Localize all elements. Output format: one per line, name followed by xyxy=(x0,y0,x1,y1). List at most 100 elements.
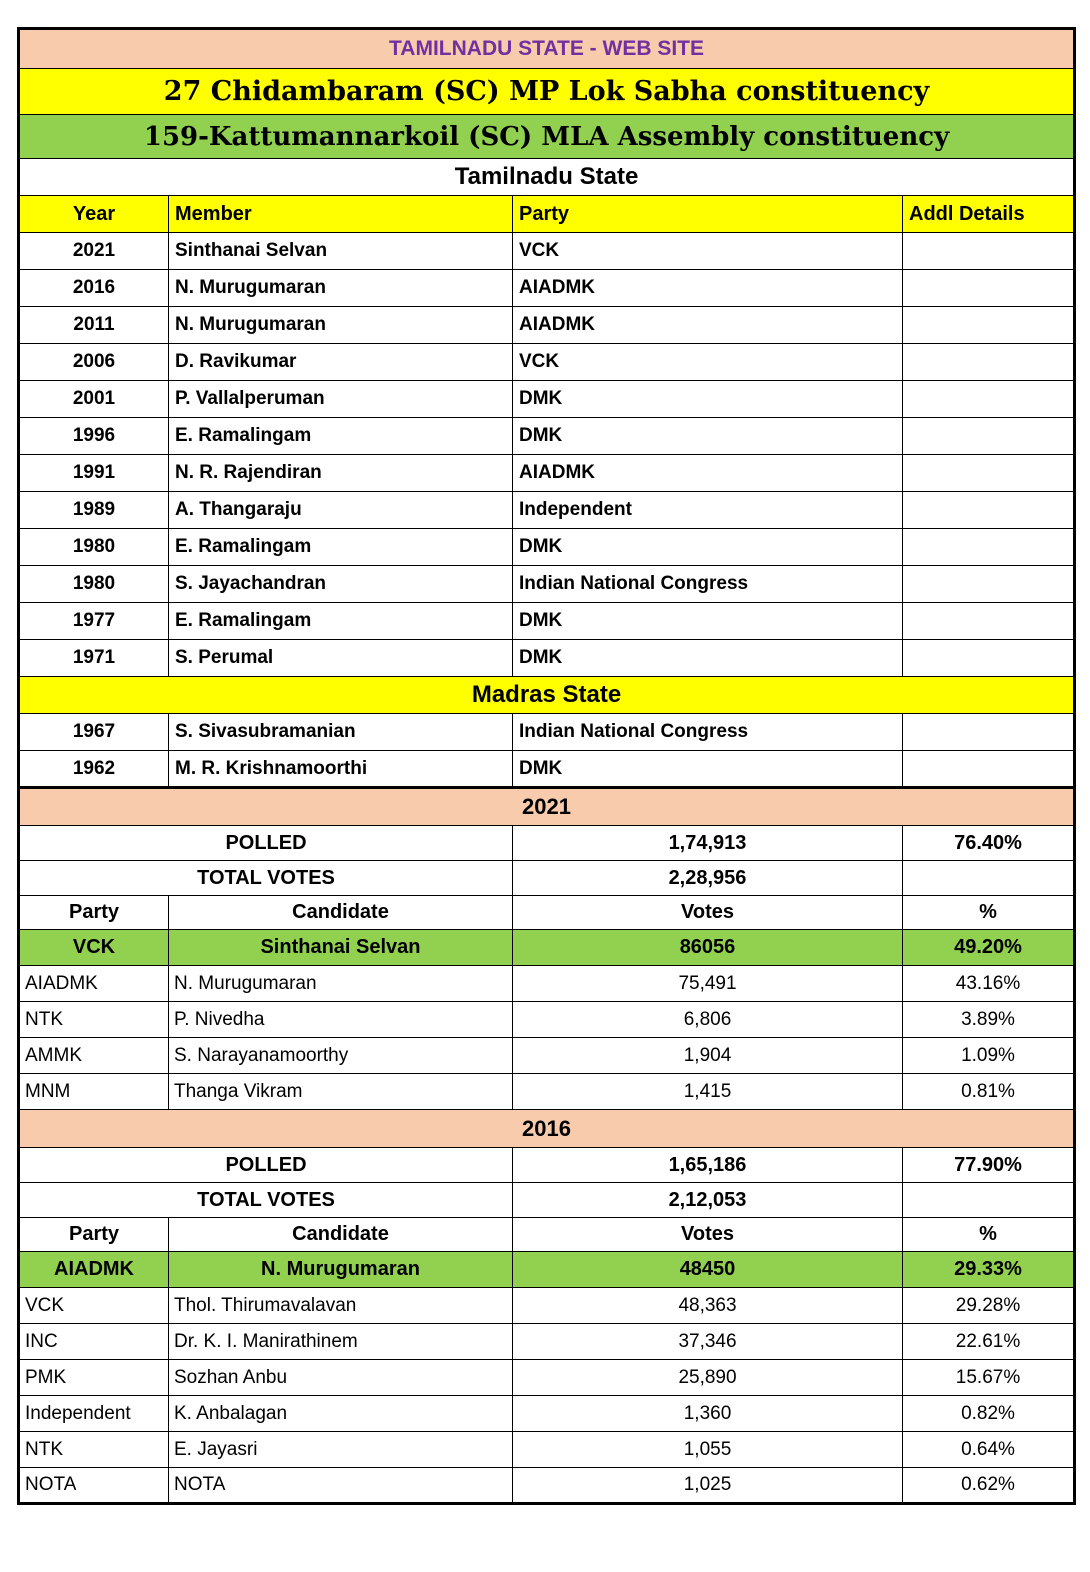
member-name: N. Murugumaran xyxy=(168,306,513,344)
candidate-votes: 1,025 xyxy=(512,1467,903,1504)
candidate-percent: 22.61% xyxy=(901,1323,1076,1360)
candidate-name: N. Murugumaran xyxy=(168,965,513,1002)
election-year-title: 2021 xyxy=(17,786,1076,826)
member-addl-cell xyxy=(901,380,1076,418)
candidate-votes: 1,360 xyxy=(512,1395,903,1432)
party-column-header: Party xyxy=(512,195,903,233)
member-name: S. Perumal xyxy=(168,639,513,677)
candidate-header: Candidate xyxy=(168,895,513,930)
party-header: Party xyxy=(18,1217,169,1252)
member-year: 1989 xyxy=(18,491,169,529)
candidate-party: MNM xyxy=(18,1073,169,1110)
winner-row: AIADMK N. Murugumaran 48450 29.33% xyxy=(18,1251,1076,1288)
member-addl-cell xyxy=(901,343,1076,381)
votes-header: Votes xyxy=(512,1217,903,1252)
winner-candidate: Sinthanai Selvan xyxy=(168,929,513,966)
winner-candidate: N. Murugumaran xyxy=(168,1251,513,1288)
member-party: VCK xyxy=(512,232,903,270)
polled-row: POLLED 1,65,186 77.90% xyxy=(18,1147,1076,1183)
member-row: 1989 A. Thangaraju Independent xyxy=(18,491,1076,529)
member-name: Sinthanai Selvan xyxy=(168,232,513,270)
winner-party: AIADMK xyxy=(18,1251,169,1288)
candidate-name: Sozhan Anbu xyxy=(168,1359,513,1396)
member-name: S. Sivasubramanian xyxy=(168,713,513,751)
candidate-party: AMMK xyxy=(18,1037,169,1074)
member-name: M. R. Krishnamoorthi xyxy=(168,750,513,788)
member-addl-cell xyxy=(901,306,1076,344)
candidate-name: K. Anbalagan xyxy=(168,1395,513,1432)
election-year-title: 2016 xyxy=(17,1109,1076,1148)
total-votes-label: TOTAL VOTES xyxy=(18,860,513,896)
candidate-row: NTK P. Nivedha 6,806 3.89% xyxy=(18,1001,1076,1038)
addl-details-column-header: Addl Details xyxy=(901,195,1076,233)
member-party: VCK xyxy=(512,343,903,381)
page: TAMILNADU STATE - WEB SITE 27 Chidambara… xyxy=(17,27,1077,1505)
member-row: 1980 S. Jayachandran Indian National Con… xyxy=(18,565,1076,603)
candidate-party: NOTA xyxy=(18,1467,169,1504)
tamilnadu-state-title: Tamilnadu State xyxy=(17,158,1076,196)
candidate-percent: 29.28% xyxy=(901,1287,1076,1324)
percent-header: % xyxy=(901,895,1076,930)
member-name: N. Murugumaran xyxy=(168,269,513,307)
member-party: DMK xyxy=(512,602,903,640)
candidate-votes: 1,904 xyxy=(512,1037,903,1074)
member-party: DMK xyxy=(512,380,903,418)
winner-percent: 49.20% xyxy=(901,929,1076,966)
candidate-row: Independent K. Anbalagan 1,360 0.82% xyxy=(18,1395,1076,1432)
candidate-name: NOTA xyxy=(168,1467,513,1504)
member-addl-cell xyxy=(901,454,1076,492)
candidate-name: Thol. Thirumavalavan xyxy=(168,1287,513,1324)
election-2016-candidates-body: VCK Thol. Thirumavalavan 48,363 29.28% I… xyxy=(18,1287,1076,1504)
tamilnadu-state-title-row: Tamilnadu State xyxy=(17,158,1076,196)
polled-percent: 77.90% xyxy=(901,1147,1076,1183)
winner-party: VCK xyxy=(18,929,169,966)
votes-header: Votes xyxy=(512,895,903,930)
member-name: S. Jayachandran xyxy=(168,565,513,603)
candidate-party: PMK xyxy=(18,1359,169,1396)
member-year: 1967 xyxy=(18,713,169,751)
polled-votes: 1,74,913 xyxy=(512,825,903,861)
madras-state-title: Madras State xyxy=(17,676,1076,714)
member-name: E. Ramalingam xyxy=(168,417,513,455)
member-party: DMK xyxy=(512,528,903,566)
member-party: Independent xyxy=(512,491,903,529)
candidate-name: E. Jayasri xyxy=(168,1431,513,1468)
election-2021-candidates-body: AIADMK N. Murugumaran 75,491 43.16% NTK … xyxy=(18,965,1076,1110)
member-year: 2006 xyxy=(18,343,169,381)
total-votes-row: TOTAL VOTES 2,12,053 xyxy=(18,1182,1076,1218)
candidate-name: P. Nivedha xyxy=(168,1001,513,1038)
members-header-row: Year Member Party Addl Details xyxy=(18,195,1076,233)
candidate-party: NTK xyxy=(18,1431,169,1468)
member-year: 1991 xyxy=(18,454,169,492)
election-2021-header-section: 2021 POLLED 1,74,913 76.40% TOTAL VOTES … xyxy=(17,786,1076,966)
candidate-percent: 0.64% xyxy=(901,1431,1076,1468)
candidate-votes: 1,055 xyxy=(512,1431,903,1468)
candidate-percent: 43.16% xyxy=(901,965,1076,1002)
member-row: 1967 S. Sivasubramanian Indian National … xyxy=(18,713,1076,751)
mp-constituency-title: 27 Chidambaram (SC) MP Lok Sabha constit… xyxy=(17,68,1076,115)
candidate-percent: 0.62% xyxy=(901,1467,1076,1504)
winner-percent: 29.33% xyxy=(901,1251,1076,1288)
member-name: E. Ramalingam xyxy=(168,602,513,640)
member-year: 2016 xyxy=(18,269,169,307)
candidate-party: INC xyxy=(18,1323,169,1360)
member-year: 1971 xyxy=(18,639,169,677)
member-party: Indian National Congress xyxy=(512,713,903,751)
member-row: 1971 S. Perumal DMK xyxy=(18,639,1076,677)
member-year: 2001 xyxy=(18,380,169,418)
member-year: 2011 xyxy=(18,306,169,344)
election-2016-header-section: 2016 POLLED 1,65,186 77.90% TOTAL VOTES … xyxy=(17,1109,1076,1288)
candidate-votes: 1,415 xyxy=(512,1073,903,1110)
candidate-votes: 25,890 xyxy=(512,1359,903,1396)
madras-state-title-row: Madras State xyxy=(17,676,1076,714)
winner-votes: 86056 xyxy=(512,929,903,966)
member-addl-cell xyxy=(901,417,1076,455)
member-addl-cell xyxy=(901,528,1076,566)
candidate-percent: 3.89% xyxy=(901,1001,1076,1038)
candidate-votes: 48,363 xyxy=(512,1287,903,1324)
candidate-party: AIADMK xyxy=(18,965,169,1002)
candidate-percent: 1.09% xyxy=(901,1037,1076,1074)
member-row: 1977 E. Ramalingam DMK xyxy=(18,602,1076,640)
constituency-table: TAMILNADU STATE - WEB SITE 27 Chidambara… xyxy=(17,27,1077,1505)
candidate-header: Candidate xyxy=(168,1217,513,1252)
